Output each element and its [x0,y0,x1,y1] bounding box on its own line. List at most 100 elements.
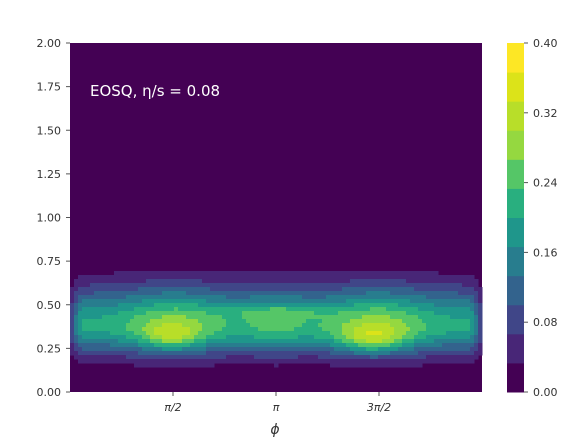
contour-cell [458,331,463,336]
contour-cell [170,327,175,332]
contour-cell [114,355,119,360]
contour-cell [238,347,243,352]
contour-cell [414,327,419,332]
contour-cell [102,283,107,288]
contour-cell [98,295,103,300]
contour-cell [446,351,451,356]
contour-cell [194,355,199,360]
contour-cell [406,271,411,276]
contour-cell [86,355,91,360]
contour-cell [414,271,419,276]
contour-cell [342,295,347,300]
contour-cell [174,275,179,280]
contour-cell [414,323,419,328]
contour-cell [118,295,123,300]
contour-cell [242,311,247,316]
contour-cell [114,351,119,356]
contour-cell [458,311,463,316]
contour-cell [394,307,399,312]
contour-cell [98,283,103,288]
contour-cell [210,271,215,276]
contour-cell [110,355,115,360]
contour-cell [214,335,219,340]
contour-cell [326,287,331,292]
contour-cell [366,315,371,320]
contour-cell [194,291,199,296]
contour-cell [430,303,435,308]
contour-cell [378,351,383,356]
contour-cell [290,275,295,280]
contour-cell [94,287,99,292]
contour-cell [238,359,243,364]
contour-cell [82,319,87,324]
contour-cell [150,307,155,312]
contour-cell [286,287,291,292]
contour-cell [266,327,271,332]
contour-cell [154,275,159,280]
contour-cell [406,343,411,348]
contour-cell [134,307,139,312]
contour-cell [118,355,123,360]
contour-cell [138,279,143,284]
contour-cell [106,287,111,292]
contour-cell [126,319,131,324]
contour-cell [282,343,287,348]
contour-cell [454,331,459,336]
contour-cell [418,343,423,348]
y-tick-label: 1.25 [37,168,62,181]
contour-cell [274,295,279,300]
contour-cell [358,275,363,280]
contour-cell [350,279,355,284]
contour-cell [454,355,459,360]
contour-cell [170,355,175,360]
contour-cell [98,359,103,364]
contour-cell [154,331,159,336]
contour-cell [458,319,463,324]
contour-cell [146,279,151,284]
contour-cell [302,307,307,312]
contour-cell [170,291,175,296]
contour-cell [286,335,291,340]
contour-cell [102,327,107,332]
contour-cell [182,275,187,280]
contour-cell [246,307,251,312]
contour-cell [86,283,91,288]
contour-cell [202,347,207,352]
contour-cell [342,283,347,288]
contour-cell [422,307,427,312]
contour-cell [406,307,411,312]
contour-cell [230,339,235,344]
contour-cell [118,319,123,324]
contour-cell [238,307,243,312]
contour-cell [158,283,163,288]
contour-cell [206,355,211,360]
contour-cell [126,327,131,332]
contour-cell [342,279,347,284]
contour-cell [174,335,179,340]
contour-cell [370,295,375,300]
contour-cell [358,327,363,332]
contour-cell [110,335,115,340]
contour-cell [114,359,119,364]
contour-cell [390,299,395,304]
contour-cell [386,355,391,360]
contour-cell [390,363,395,368]
contour-cell [246,291,251,296]
contour-cell [134,347,139,352]
contour-cell [230,335,235,340]
contour-cell [354,355,359,360]
contour-cell [90,311,95,316]
contour-cell [474,291,479,296]
contour-cell [358,319,363,324]
contour-cell [418,299,423,304]
contour-cell [406,311,411,316]
contour-cell [266,323,271,328]
contour-cell [262,323,267,328]
contour-cell [98,327,103,332]
contour-cell [458,343,463,348]
contour-cell [342,291,347,296]
contour-cell [222,307,227,312]
contour-cell [154,271,159,276]
contour-cell [106,359,111,364]
contour-cell [254,323,259,328]
